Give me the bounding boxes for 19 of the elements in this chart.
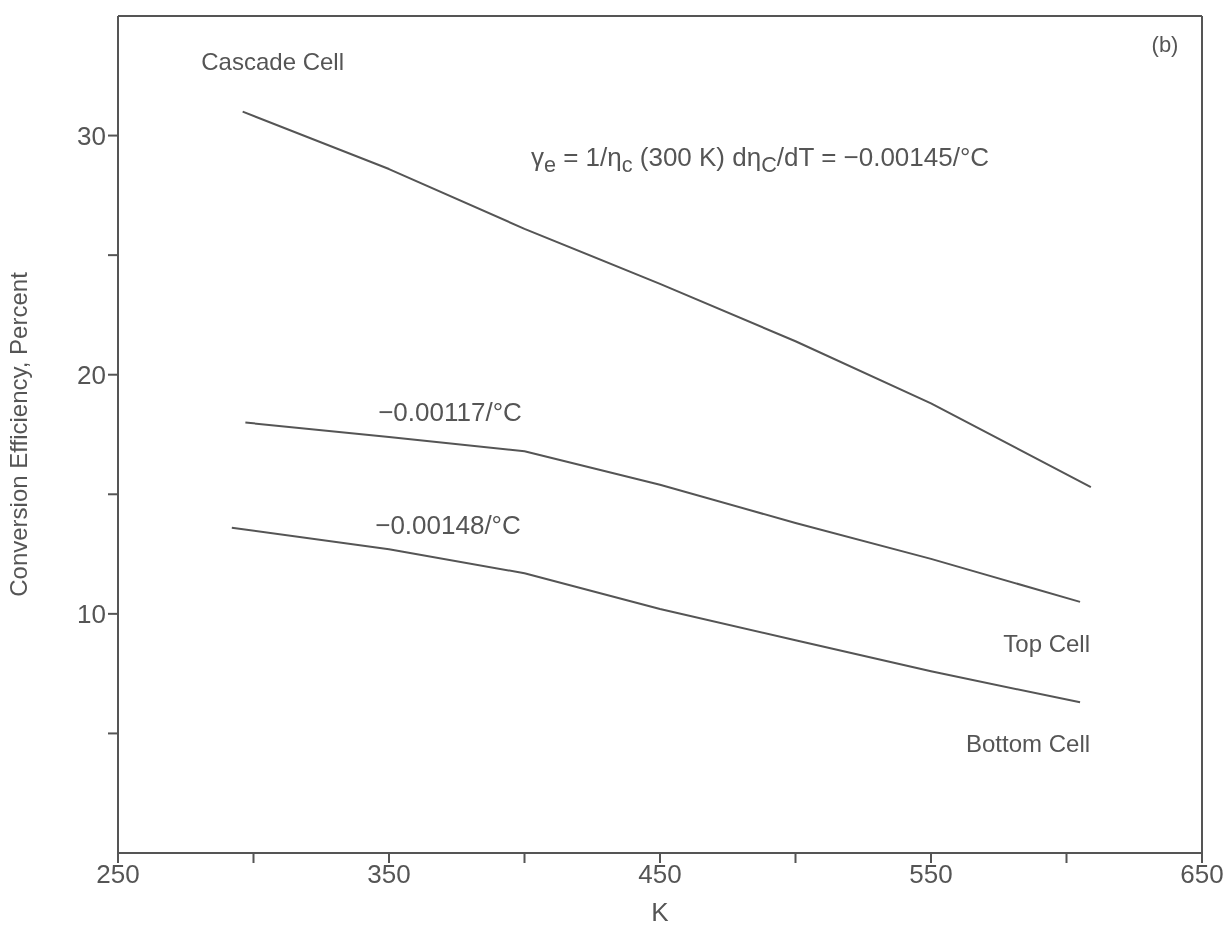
annotation: −0.00117/°C xyxy=(378,396,522,428)
y-tick-label: 30 xyxy=(77,120,106,151)
text: Cascade Cell xyxy=(201,47,345,75)
annotation: γ$_{e}$ = 1/η$_{c}$ (300 K) dη$_{C}$/dT = −0.00145/°C xyxy=(530,141,990,179)
y-tick-label: 10 xyxy=(77,599,106,630)
annotation: (b) xyxy=(1151,32,1179,58)
annotation: −0.00148/°C xyxy=(375,509,521,541)
y-tick-label: 20 xyxy=(77,359,106,390)
series-label: Top Cell xyxy=(1003,629,1091,657)
x-tick-label: 650 xyxy=(1180,859,1224,890)
x-tick-label: 350 xyxy=(367,859,411,890)
x-tick-label: 450 xyxy=(638,859,682,890)
series-label: Bottom Cell xyxy=(966,730,1091,758)
x-axis-title: K xyxy=(651,897,670,927)
line-series xyxy=(244,421,1082,603)
x-tick-label: 250 xyxy=(96,859,140,890)
y-axis-title: Conversion Efficiency, Percent xyxy=(4,271,32,597)
x-tick-label: 550 xyxy=(909,859,953,890)
line-series xyxy=(241,110,1092,489)
